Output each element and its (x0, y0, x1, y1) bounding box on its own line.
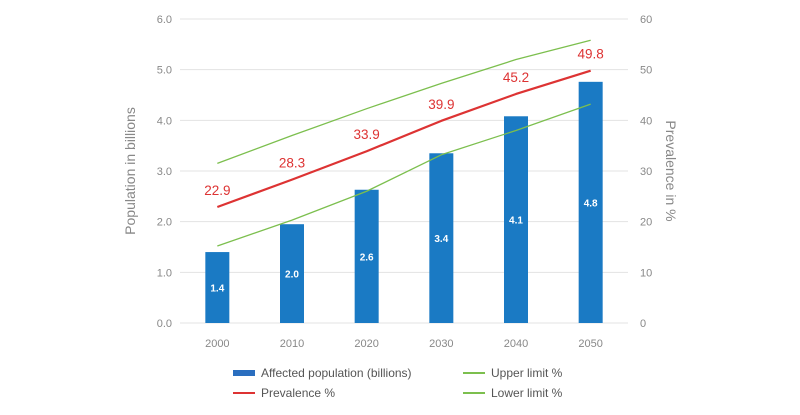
bar (504, 116, 528, 323)
limit-line (217, 39, 591, 165)
y-right-tick-label: 30 (640, 166, 652, 178)
y-right-tick-label: 50 (640, 65, 652, 77)
y-left-axis-title: Population in billions (122, 107, 138, 235)
legend-label: Affected population (billions) (261, 366, 412, 380)
y-right-tick-label: 0 (640, 318, 646, 330)
bar (280, 224, 304, 323)
bar-value-label: 4.1 (509, 216, 523, 227)
prevalence-value-label: 28.3 (279, 156, 305, 171)
prevalence-value-label: 45.2 (503, 70, 529, 85)
grid (180, 18, 628, 324)
bars (205, 81, 603, 324)
bar-value-label: 3.4 (434, 234, 448, 245)
y-left-tick-label: 2.0 (157, 217, 172, 229)
y-right-axis-title: Prevalence in % (663, 120, 679, 221)
y-left-tick-label: 3.0 (157, 166, 172, 178)
y-left-tick-label: 6.0 (157, 14, 172, 26)
y-right-tick-label: 60 (640, 14, 652, 26)
prevalence-value-label: 49.8 (578, 47, 604, 62)
y-right-tick-label: 20 (640, 217, 652, 229)
y-left-tick-label: 1.0 (157, 267, 172, 279)
x-tick-label: 2030 (429, 338, 453, 350)
y-left-tick-label: 0.0 (157, 318, 172, 330)
bar-value-label: 4.8 (584, 198, 598, 209)
bar (354, 189, 379, 323)
x-tick-label: 2000 (205, 338, 229, 350)
labels: 1.4 2.0 2.6 3.4 4.1 4.8 22.9 28.3 33.9 39.9 45.2 49… (204, 47, 604, 295)
x-tick-label: 2010 (280, 338, 304, 350)
x-tick-label: 2040 (504, 338, 528, 350)
bar (205, 252, 230, 323)
limit-line (217, 103, 591, 247)
y-left-tick-label: 4.0 (157, 115, 172, 127)
legend-label: Upper limit % (491, 366, 563, 380)
prevalence-value-label: 39.9 (428, 97, 454, 112)
y-right-tick-label: 10 (640, 267, 652, 279)
bar-value-label: 2.6 (360, 252, 374, 263)
legend-swatch-bar (233, 370, 255, 376)
lines (216, 39, 591, 247)
legend-label: Prevalence % (261, 386, 335, 400)
legend-label: Lower limit % (491, 386, 563, 400)
legend: Affected population (billions) Upper limi… (233, 366, 563, 400)
prevalence-value-label: 33.9 (354, 127, 380, 142)
prevalence-line (216, 69, 591, 209)
prevalence-value-label: 22.9 (204, 183, 230, 198)
bar-value-label: 1.4 (210, 284, 224, 295)
bar (429, 153, 454, 323)
x-tick-label: 2050 (578, 338, 602, 350)
y-right-tick-label: 40 (640, 115, 652, 127)
y-left-tick-label: 5.0 (157, 65, 172, 77)
bar-value-label: 2.0 (285, 270, 299, 281)
bar (578, 81, 603, 324)
x-tick-label: 2020 (354, 338, 378, 350)
